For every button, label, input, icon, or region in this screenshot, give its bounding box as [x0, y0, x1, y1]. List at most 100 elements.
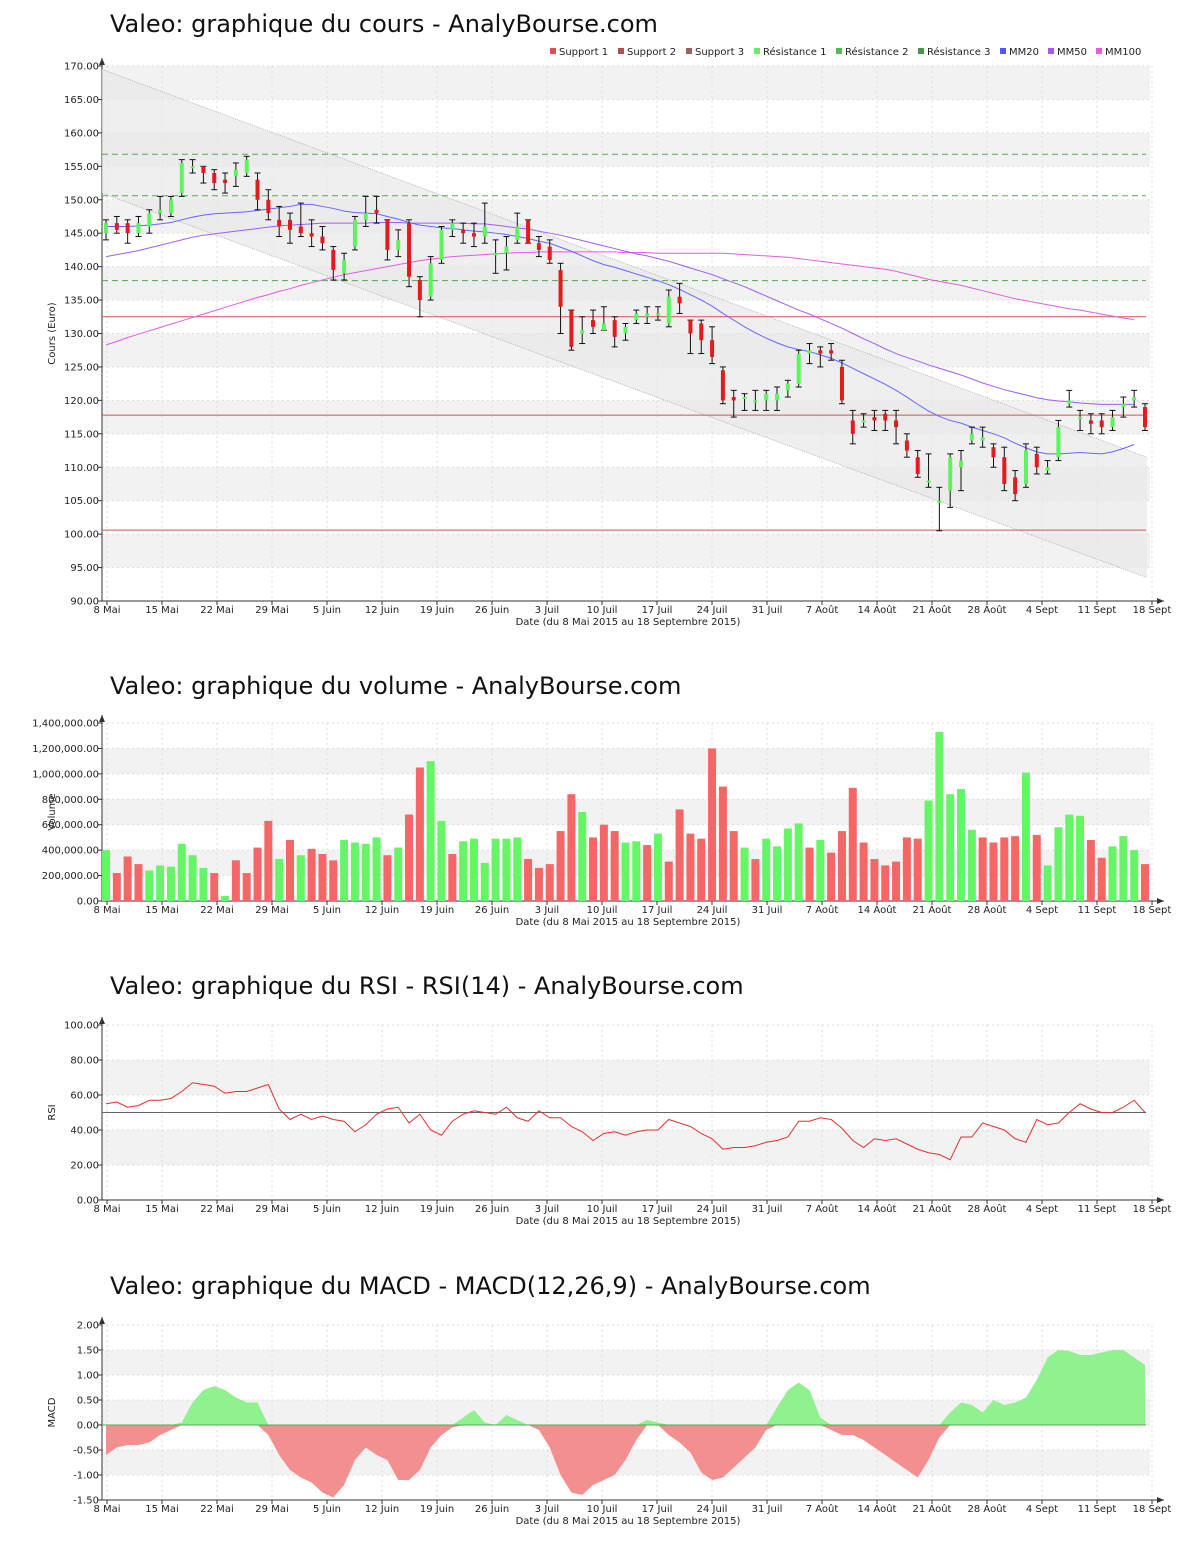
volume-bar — [578, 812, 587, 901]
mm20-line — [106, 203, 1135, 455]
x-tick-label: 8 Mai — [93, 605, 120, 616]
candle-body — [309, 233, 314, 237]
x-tick-label: 19 Juin — [420, 905, 454, 916]
y-axis-arrow — [99, 715, 105, 722]
x-tick-label: 7 Août — [806, 1503, 839, 1515]
volume-bar — [740, 847, 749, 901]
candle-body — [298, 226, 303, 234]
candle-body — [785, 383, 790, 391]
price-chart-title: Valeo: graphique du cours - AnalyBourse.… — [110, 10, 658, 38]
y-axis-arrow — [99, 1017, 105, 1024]
x-tick-label: 7 Août — [806, 1203, 839, 1215]
y-tick-label: 170.00 — [64, 62, 99, 73]
candle-body — [969, 433, 974, 441]
x-tick-label: 17 Juil — [642, 1204, 673, 1215]
volume-bar — [405, 814, 414, 901]
volume-bar — [870, 859, 879, 901]
y-tick-label: 80.00 — [70, 1056, 99, 1067]
legend-label: Support 2 — [627, 47, 676, 58]
candle-body — [266, 199, 271, 214]
y-tick-label: 600,000.00 — [42, 820, 99, 831]
volume-bar — [621, 842, 630, 901]
volume-bar — [524, 859, 533, 901]
candle-body — [677, 296, 682, 304]
x-tick-label: 14 Août — [858, 604, 897, 616]
volume-bar — [783, 828, 792, 901]
x-tick-label: 31 Juil — [752, 905, 783, 916]
volume-bar — [1021, 772, 1030, 901]
candle-body — [742, 397, 747, 400]
volume-bar — [827, 852, 836, 901]
candle-body — [331, 249, 336, 270]
x-tick-label: 18 Sept — [1133, 605, 1172, 616]
y-tick-label: 40.00 — [70, 1126, 99, 1137]
candle-body — [536, 243, 541, 250]
x-tick-label: 28 Août — [968, 1203, 1007, 1215]
volume-bar — [264, 820, 273, 901]
candle-body — [125, 223, 130, 234]
volume-bar — [718, 786, 727, 901]
volume-bar — [426, 761, 435, 901]
x-tick-label: 10 Juil — [587, 1504, 618, 1515]
x-tick-label: 3 Juil — [535, 905, 559, 916]
x-axis-label: Date (du 8 Mai 2015 au 18 Septembre 2015… — [516, 917, 741, 928]
candle-body — [471, 233, 476, 237]
volume-bar — [1054, 827, 1063, 901]
y-tick-label: 1,200,000.00 — [32, 744, 99, 755]
volume-bar — [1065, 814, 1074, 901]
x-tick-label: 4 Sept — [1026, 605, 1058, 616]
x-tick-label: 17 Juil — [642, 605, 673, 616]
volume-bar — [762, 838, 771, 901]
x-tick-label: 10 Juil — [587, 1204, 618, 1215]
volume-chart-title: Valeo: graphique du volume - AnalyBourse… — [110, 672, 682, 700]
volume-bar — [1130, 850, 1139, 901]
legend-swatch — [686, 48, 692, 54]
volume-bar — [123, 856, 132, 901]
y-axis-arrow — [99, 1317, 105, 1324]
x-tick-label: 29 Mai — [255, 605, 288, 616]
candle-body — [417, 280, 422, 301]
candle-body — [526, 219, 531, 244]
candle-body — [277, 219, 282, 227]
volume-bar — [340, 839, 349, 901]
volume-panel: Valeo: graphique du volume - AnalyBourse… — [0, 660, 1200, 940]
x-tick-label: 19 Juin — [420, 1204, 454, 1215]
candle-body — [1110, 417, 1115, 428]
volume-bar — [437, 820, 446, 901]
x-tick-label: 3 Juil — [535, 1204, 559, 1215]
y-axis-label: MACD — [47, 1397, 58, 1427]
candle-body — [1143, 407, 1147, 428]
legend-label: Support 1 — [559, 47, 608, 58]
candle-body — [688, 320, 693, 334]
candle-body — [1078, 417, 1083, 420]
candle-body — [807, 350, 812, 354]
legend-swatch — [918, 48, 924, 54]
legend-swatch — [1048, 48, 1054, 54]
candle-body — [883, 413, 888, 421]
volume-bar — [394, 847, 403, 901]
x-tick-label: 21 Août — [913, 1203, 952, 1215]
legend-swatch — [1000, 48, 1006, 54]
legend-label: Support 3 — [695, 47, 744, 58]
y-tick-label: 0.00 — [77, 1196, 99, 1207]
legend-swatch — [754, 48, 760, 54]
y-tick-label: 145.00 — [64, 229, 99, 240]
volume-bar — [383, 855, 392, 901]
volume-bar — [513, 837, 522, 901]
candle-body — [482, 226, 487, 237]
candle-body — [580, 330, 585, 334]
y-tick-label: -1.50 — [73, 1496, 99, 1507]
volume-bar — [805, 847, 814, 901]
candle-body — [428, 263, 433, 297]
volume-bar — [946, 794, 955, 901]
x-tick-label: 5 Juin — [313, 605, 341, 616]
volume-bar — [199, 867, 208, 901]
candle-body — [937, 500, 942, 503]
y-tick-label: 165.00 — [64, 95, 99, 106]
trend-channel-lower — [101, 192, 1148, 578]
y-tick-label: -0.50 — [73, 1446, 99, 1457]
candle-body — [114, 223, 119, 230]
macd-panel: Valeo: graphique du MACD - MACD(12,26,9)… — [0, 1260, 1200, 1550]
volume-bar — [1011, 836, 1020, 901]
y-tick-label: 90.00 — [70, 597, 99, 608]
